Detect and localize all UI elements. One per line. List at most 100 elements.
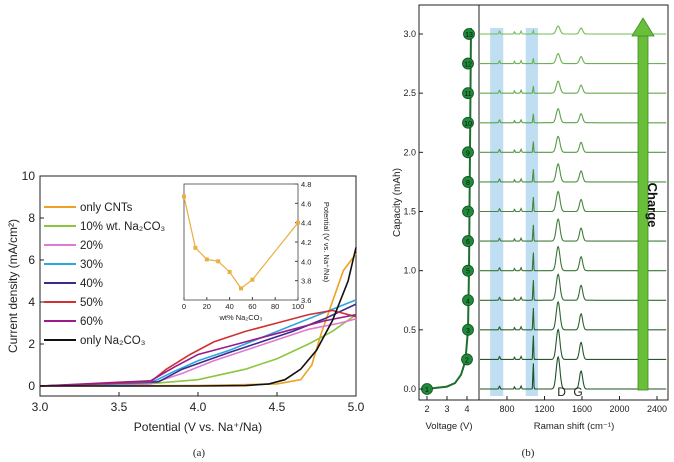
y-tick-label: 4 <box>28 295 35 309</box>
voltage-x-tick-label: 2 <box>424 404 429 414</box>
voltage-point-label: 4 <box>466 298 470 305</box>
legend-label: 60% <box>80 316 103 328</box>
voltage-point <box>462 235 474 247</box>
voltage-point <box>462 294 474 307</box>
x-tick-label: 4.0 <box>190 400 207 414</box>
voltage-point <box>462 146 474 159</box>
inset-point <box>193 245 198 250</box>
panel-a-legend: only CNTs 10% wt. Na₂CO₃ 20% 30% 40% 50% 60% on… <box>44 202 166 347</box>
raman-spectrum <box>480 162 667 183</box>
panel-b-caption-label: (b) <box>522 447 535 459</box>
voltage-x-tick-label: 3 <box>444 404 449 414</box>
x-tick-label: 4.5 <box>269 400 286 414</box>
voltage-point-label: 6 <box>466 239 470 246</box>
panel-b-plot-frame <box>418 4 669 401</box>
raman-spectrum <box>480 218 667 242</box>
x-tick-label: 3.5 <box>111 400 128 414</box>
x-tick-label: 3.0 <box>32 400 49 414</box>
inset-y-tick-label: 3.8 <box>301 277 311 286</box>
panel-b-raman-axis-label: Raman shift (cm⁻¹) <box>534 421 615 432</box>
voltage-point <box>462 87 474 100</box>
x-tick-label: 5.0 <box>348 400 365 414</box>
legend-label: only Na₂CO₃ <box>80 335 146 347</box>
y-tick-label: 6 <box>28 253 35 267</box>
raman-x-tick-label: 800 <box>499 404 514 414</box>
raman-spectrum <box>480 328 667 360</box>
series-line <box>39 318 357 387</box>
inset-y-tick-label: 4.6 <box>301 199 311 208</box>
b-y-tick-label: 2.5 <box>403 88 416 98</box>
b-y-tick-label: 1.0 <box>403 266 416 276</box>
band-label-g: G <box>573 385 582 399</box>
voltage-point <box>462 116 474 129</box>
voltage-point-label: 12 <box>464 62 472 69</box>
b-y-tick-label: 3.0 <box>403 29 416 39</box>
voltage-point-label: 9 <box>466 150 470 157</box>
voltage-point-label: 5 <box>466 269 470 276</box>
charge-arrow-label: Charge <box>645 183 660 228</box>
b-y-tick-label: 0.5 <box>403 325 416 335</box>
b-y-tick-label: 0.0 <box>403 384 416 394</box>
raman-spectrum <box>480 245 667 272</box>
band-label-d: D <box>557 385 566 399</box>
y-tick-label: 10 <box>22 169 36 183</box>
inset-point <box>182 194 186 199</box>
raman-spectrum <box>480 80 667 94</box>
panel-b-voltage-axis-label: Voltage (V) <box>426 421 473 432</box>
raman-spectrum <box>480 190 667 213</box>
voltage-point-label: 11 <box>464 91 471 98</box>
inset-plot-frame <box>183 183 299 301</box>
inset-y-tick-label: 3.6 <box>301 296 311 305</box>
b-y-tick-label: 2.0 <box>403 147 416 157</box>
legend-label: 10% wt. Na₂CO₃ <box>80 221 166 233</box>
panel-a-caption-label: (a) <box>193 447 206 459</box>
voltage-x-tick-label: 4 <box>464 404 469 414</box>
panel-b-y-axis-label: Capacity (mAh) <box>392 168 403 237</box>
legend-label: 40% <box>80 278 103 290</box>
raman-spectrum <box>480 273 667 301</box>
y-tick-label: 8 <box>28 211 35 225</box>
voltage-point <box>462 264 474 277</box>
voltage-point <box>462 323 474 336</box>
panel-a-y-axis-label: Current density (mA/cm²) <box>6 219 20 353</box>
inset-point <box>250 277 255 282</box>
charge-arrow-head <box>631 17 655 37</box>
inset-y-tick-label: 4.4 <box>301 219 311 228</box>
raman-x-tick-label: 2400 <box>647 404 667 414</box>
raman-x-tick-label: 2000 <box>609 404 629 414</box>
legend-label: 30% <box>80 259 103 271</box>
voltage-point-label: 1 <box>425 387 429 394</box>
raman-spectrum <box>480 52 667 65</box>
raman-spectrum <box>480 355 667 390</box>
charge-arrow: Charge <box>631 17 660 391</box>
voltage-point <box>462 205 474 218</box>
raman-x-tick-label: 1200 <box>534 404 554 414</box>
voltage-point-label: 3 <box>466 328 470 335</box>
inset-x-axis-label: wt% Na₂CO₃ <box>218 313 262 322</box>
inset-x-tick-label: 0 <box>182 302 186 311</box>
inset-y-tick-label: 4.8 <box>301 180 311 189</box>
series-line <box>40 247 357 387</box>
voltage-point-label: 7 <box>466 210 470 217</box>
legend-label: 20% <box>80 240 103 252</box>
inset-x-tick-label: 20 <box>203 302 211 311</box>
inset-x-tick-label: 100 <box>292 302 305 311</box>
voltage-point-label: 8 <box>466 180 470 187</box>
voltage-point-label: 10 <box>464 121 472 128</box>
voltage-point <box>462 57 474 70</box>
panel-a-x-axis-label: Potential (V vs. Na⁺/Na) <box>134 420 262 434</box>
inset-x-tick-label: 80 <box>271 302 279 311</box>
inset-y-tick-label: 4.2 <box>301 238 311 247</box>
series-line <box>39 313 357 387</box>
inset-y-axis-label: Potential (V vs. Na⁺/Na) <box>322 202 331 283</box>
legend-label: only CNTs <box>80 202 133 214</box>
voltage-point <box>462 176 474 188</box>
inset-y-tick-label: 4.0 <box>301 257 311 266</box>
voltage-point-label: 13 <box>465 32 473 39</box>
series-line <box>39 299 357 387</box>
legend-label: 50% <box>80 297 103 309</box>
raman-spectrum <box>480 108 667 124</box>
